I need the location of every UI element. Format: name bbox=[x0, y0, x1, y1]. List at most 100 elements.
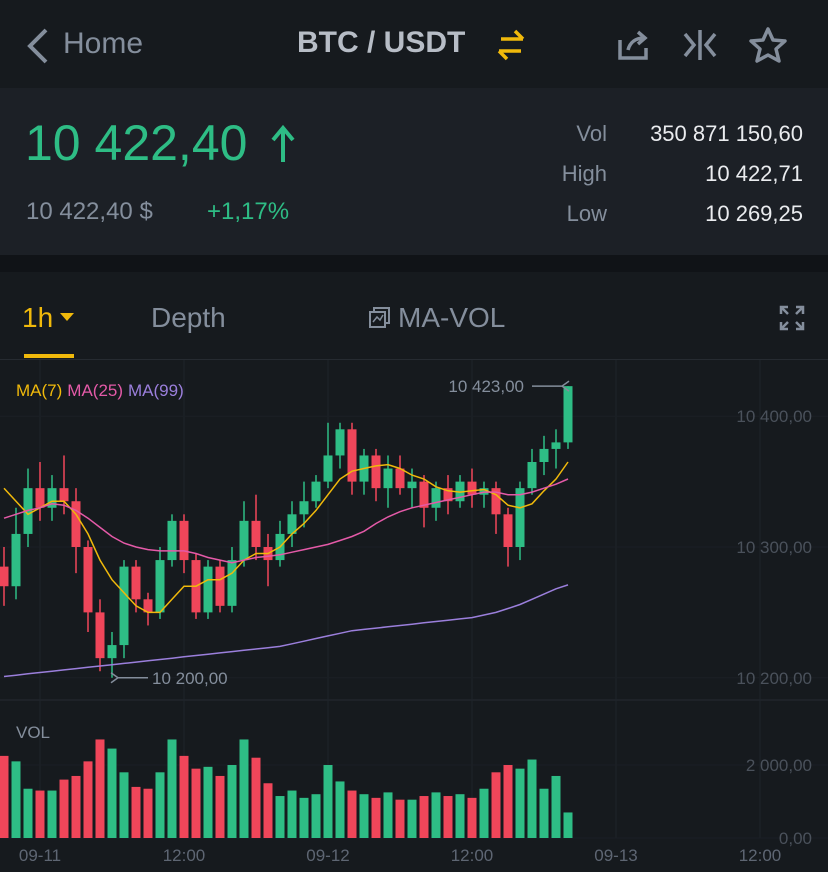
candlestick-chart: 09-11 12:00 09-12 12:00 09-13 12:00 10 200,00 1… bbox=[0, 360, 828, 865]
candle-body bbox=[119, 566, 129, 646]
y-tick-label: 10 300,00 bbox=[736, 538, 812, 557]
volume-bar bbox=[251, 757, 261, 838]
stat-value: 350 871 150,60 bbox=[650, 121, 803, 146]
y-tick-label: 10 200,00 bbox=[736, 669, 812, 688]
candle-body bbox=[299, 501, 309, 515]
volume-bar bbox=[287, 790, 297, 838]
volume-bar bbox=[491, 772, 501, 838]
volume-bar bbox=[539, 788, 549, 838]
candle-body bbox=[395, 468, 405, 489]
candle-body bbox=[287, 514, 297, 534]
candle-body bbox=[347, 429, 357, 482]
favorite-icon[interactable] bbox=[748, 26, 788, 64]
volume-bar bbox=[503, 765, 513, 838]
legend-entry: MA(7) bbox=[16, 381, 62, 400]
volume-bar bbox=[431, 792, 441, 838]
volume-bar bbox=[299, 797, 309, 838]
indicator-icon bbox=[369, 307, 390, 328]
volume-bar bbox=[227, 765, 237, 838]
volume-bar bbox=[107, 748, 117, 838]
last-price: 10 422,40 bbox=[25, 115, 248, 171]
volume-bar bbox=[239, 739, 249, 838]
candle-body bbox=[419, 481, 429, 508]
volume-bar bbox=[335, 781, 345, 838]
candle-body bbox=[251, 520, 261, 547]
annotation-label: 10 200,00 bbox=[152, 669, 228, 688]
y-tick-label: 0,00 bbox=[779, 829, 812, 848]
volume-bar bbox=[563, 812, 573, 838]
candle-body bbox=[35, 488, 45, 508]
ma-line bbox=[3, 478, 569, 564]
candle-body bbox=[383, 468, 393, 489]
stat-label: Low bbox=[566, 201, 607, 226]
candle-body bbox=[491, 488, 501, 515]
annotation-arrow bbox=[532, 380, 570, 392]
volume-bar bbox=[467, 797, 477, 838]
candle-body bbox=[371, 455, 381, 489]
volume-bar bbox=[383, 792, 393, 838]
x-tick-label: 12:00 bbox=[163, 846, 206, 865]
legend-entry: MA(25) bbox=[67, 381, 123, 400]
candle-body bbox=[503, 514, 513, 547]
divider bbox=[0, 255, 828, 272]
candle-body bbox=[227, 560, 237, 606]
candle-body bbox=[515, 488, 525, 547]
x-tick-label: 09-13 bbox=[594, 846, 637, 865]
candle-body bbox=[71, 501, 81, 547]
stat-value: 10 422,71 bbox=[705, 161, 803, 186]
volume-bar bbox=[131, 786, 141, 838]
volume-bar bbox=[83, 761, 93, 838]
candle-body bbox=[215, 566, 225, 606]
caret-icon bbox=[60, 313, 74, 321]
candle-body bbox=[131, 566, 141, 600]
depth-tab[interactable]: Depth bbox=[151, 302, 226, 333]
volume-bar bbox=[359, 794, 369, 838]
candle-body bbox=[203, 566, 213, 613]
volume-bar bbox=[347, 790, 357, 838]
y-tick-label: 2 000,00 bbox=[746, 756, 812, 775]
candle-body bbox=[167, 520, 177, 561]
volume-bar bbox=[443, 796, 453, 838]
price-usd: 10 422,40 $ bbox=[26, 198, 153, 225]
candle-body bbox=[563, 386, 573, 443]
candle-body bbox=[179, 520, 189, 561]
candle-body bbox=[83, 547, 93, 613]
swap-icon[interactable] bbox=[493, 28, 529, 62]
candle-body bbox=[323, 455, 333, 482]
candle-body bbox=[443, 488, 453, 502]
up-arrow-icon bbox=[271, 124, 295, 162]
annotation-arrow bbox=[110, 672, 148, 684]
back-icon[interactable] bbox=[24, 26, 52, 66]
volume-bar bbox=[71, 775, 81, 838]
candle-body bbox=[95, 612, 105, 659]
volume-bar bbox=[215, 775, 225, 838]
x-tick-label: 09-11 bbox=[19, 846, 61, 865]
candle-body bbox=[431, 488, 441, 508]
stat-label: High bbox=[561, 161, 607, 186]
volume-bar bbox=[371, 797, 381, 838]
candle-body bbox=[467, 481, 477, 495]
volume-bar bbox=[407, 799, 417, 838]
interval-tab[interactable]: 1h bbox=[22, 302, 54, 333]
candle-body bbox=[239, 520, 249, 561]
nav-bar: Home BTC / USDT bbox=[0, 0, 828, 88]
volume-bar bbox=[47, 790, 57, 838]
share-icon[interactable] bbox=[616, 28, 652, 62]
candle-body bbox=[551, 442, 561, 449]
fullscreen-icon[interactable] bbox=[779, 305, 805, 331]
candle-body bbox=[155, 560, 165, 613]
y-tick-label: 10 400,00 bbox=[736, 407, 812, 426]
compare-icon[interactable] bbox=[682, 28, 718, 62]
back-label[interactable]: Home bbox=[63, 27, 144, 60]
x-tick-label: 12:00 bbox=[739, 846, 782, 865]
volume-bar bbox=[455, 794, 465, 838]
candle-body bbox=[143, 599, 153, 613]
volume-bar bbox=[191, 768, 201, 838]
volume-bar bbox=[275, 796, 285, 838]
annotation-label: 10 423,00 bbox=[448, 377, 524, 396]
volume-bar bbox=[59, 779, 69, 838]
candle-body bbox=[0, 566, 9, 587]
volume-bar bbox=[323, 765, 333, 838]
indicator-tab[interactable]: MA-VOL bbox=[398, 302, 506, 333]
volume-bar bbox=[419, 796, 429, 838]
